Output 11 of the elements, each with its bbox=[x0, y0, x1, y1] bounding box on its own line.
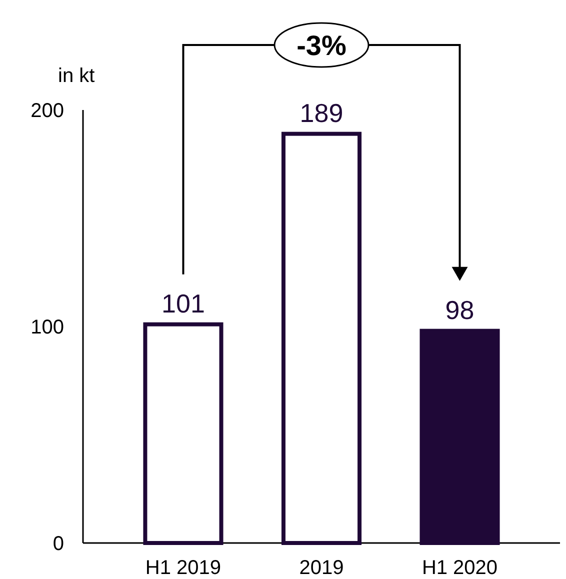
y-tick-label: 200 bbox=[30, 100, 64, 122]
x-tick-label: H1 2020 bbox=[422, 557, 498, 579]
y-tick-label: 0 bbox=[52, 533, 64, 555]
data-label: 98 bbox=[445, 294, 474, 325]
y-tick-label: 100 bbox=[30, 316, 64, 338]
y-axis-title: in kt bbox=[58, 65, 96, 87]
data-label: 189 bbox=[300, 98, 344, 128]
x-tick-label: 2019 bbox=[299, 557, 344, 579]
x-tick-label: H1 2019 bbox=[145, 557, 222, 579]
data-label: 101 bbox=[162, 288, 205, 318]
text: -3% bbox=[296, 30, 346, 61]
